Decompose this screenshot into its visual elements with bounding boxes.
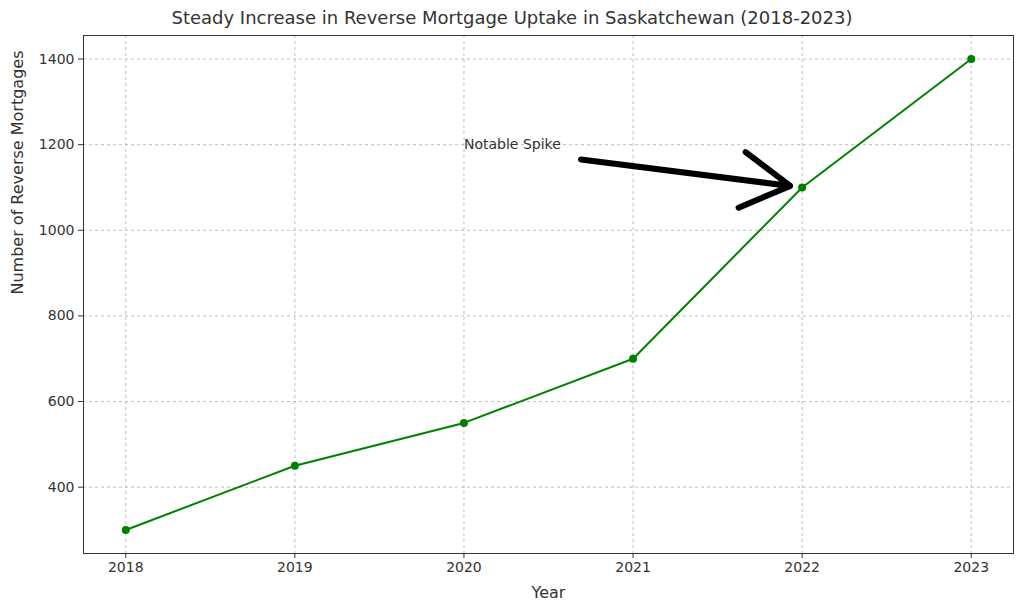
svg-text:2021: 2021: [615, 559, 651, 575]
svg-text:Year: Year: [531, 583, 566, 602]
svg-text:600: 600: [48, 393, 75, 409]
svg-text:2020: 2020: [446, 559, 482, 575]
svg-text:800: 800: [48, 307, 75, 323]
svg-text:400: 400: [48, 479, 75, 495]
html-text:Steady Increase in Reverse Mor: Steady Increase in Reverse Mortgage Upta…: [171, 7, 853, 28]
svg-text:1200: 1200: [39, 136, 75, 152]
svg-text:1400: 1400: [39, 51, 75, 67]
svg-text:Notable Spike: Notable Spike: [464, 136, 561, 152]
svg-text:2023: 2023: [953, 559, 989, 575]
svg-text:1000: 1000: [39, 222, 75, 238]
svg-text:2022: 2022: [784, 559, 820, 575]
svg-text:2018: 2018: [108, 559, 144, 575]
svg-text:Number of Reverse Mortgages: Number of Reverse Mortgages: [8, 50, 27, 294]
svg-text:2019: 2019: [277, 559, 313, 575]
